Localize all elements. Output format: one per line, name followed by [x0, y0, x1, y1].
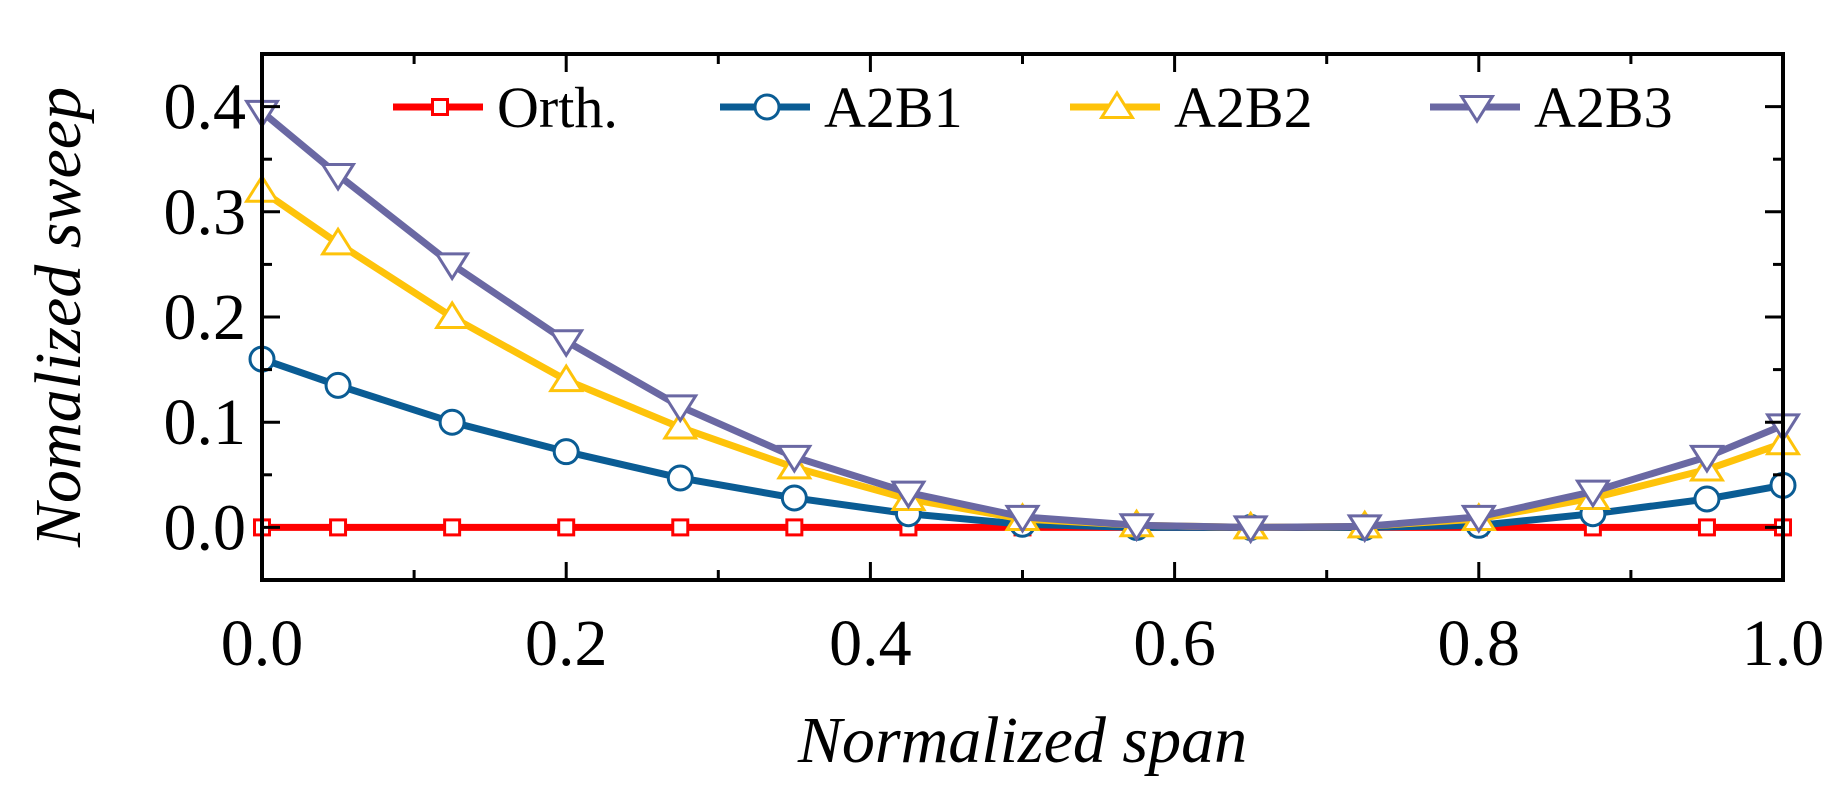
data-point: [785, 518, 804, 537]
data-point: [324, 371, 352, 399]
series-layer: [243, 99, 1802, 545]
x-tick-label: 0.4: [829, 607, 912, 680]
data-point: [1697, 518, 1716, 537]
legend: Orth. A2B1 A2B2 A2B3: [393, 75, 1673, 140]
data-point: [1460, 504, 1497, 534]
data-point: [443, 518, 462, 537]
axes: 0.0 0.2 0.4 0.6 0.8 1.0 0.0 0.1 0.2 0.3 0.4: [164, 54, 1825, 680]
legend-item: A2B1: [720, 75, 963, 140]
data-point: [1688, 444, 1726, 474]
data-point: [1232, 515, 1269, 545]
data-point: [776, 444, 813, 474]
data-point: [666, 464, 694, 492]
legend-marker: [431, 98, 449, 116]
data-point: [1346, 514, 1383, 544]
legend-label: A2B2: [1174, 75, 1313, 140]
data-point: [671, 518, 690, 537]
data-point: [329, 518, 348, 537]
series-line: [259, 109, 1785, 531]
legend-marker: [753, 93, 781, 121]
x-tick-label: 0.8: [1438, 607, 1521, 680]
data-point: [548, 329, 585, 359]
data-point: [780, 484, 808, 512]
data-point: [662, 410, 699, 440]
y-tick-label: 0.0: [164, 491, 247, 564]
legend-item: Orth.: [393, 75, 618, 140]
legend-label: Orth.: [497, 75, 618, 140]
data-point: [1574, 479, 1611, 509]
data-point: [438, 408, 466, 436]
data-point: [1693, 485, 1721, 513]
x-tick-label: 1.0: [1742, 607, 1825, 680]
data-point: [548, 363, 585, 393]
data-point: [434, 252, 471, 282]
legend-marker: [1458, 95, 1496, 124]
x-tick-label: 0.6: [1133, 607, 1216, 680]
data-point: [662, 394, 699, 424]
x-tick-label: 0.2: [525, 607, 608, 680]
data-point: [557, 518, 576, 537]
series-line: [260, 187, 1785, 531]
data-point: [434, 300, 471, 329]
series-a2b2: [243, 173, 1802, 540]
y-tick-label: 0.4: [164, 71, 247, 144]
y-tick-label: 0.1: [164, 386, 247, 459]
data-point: [319, 162, 357, 192]
data-point: [890, 480, 927, 510]
data-point: [1004, 504, 1041, 534]
y-tick-label: 0.2: [164, 281, 247, 354]
x-tick-label: 0.0: [221, 607, 304, 680]
legend-label: A2B3: [1534, 75, 1673, 140]
y-axis-title: Nomalized sweep: [22, 87, 95, 548]
data-point: [552, 438, 580, 466]
series-a2b3: [243, 99, 1802, 545]
legend-marker: [1098, 90, 1136, 119]
legend-label: A2B1: [824, 75, 963, 140]
data-point: [319, 226, 357, 256]
x-axis-title: Normalized span: [797, 704, 1247, 777]
legend-item: A2B2: [1070, 75, 1313, 140]
y-tick-label: 0.3: [164, 176, 247, 249]
data-point: [1118, 513, 1155, 543]
legend-item: A2B3: [1430, 75, 1673, 140]
